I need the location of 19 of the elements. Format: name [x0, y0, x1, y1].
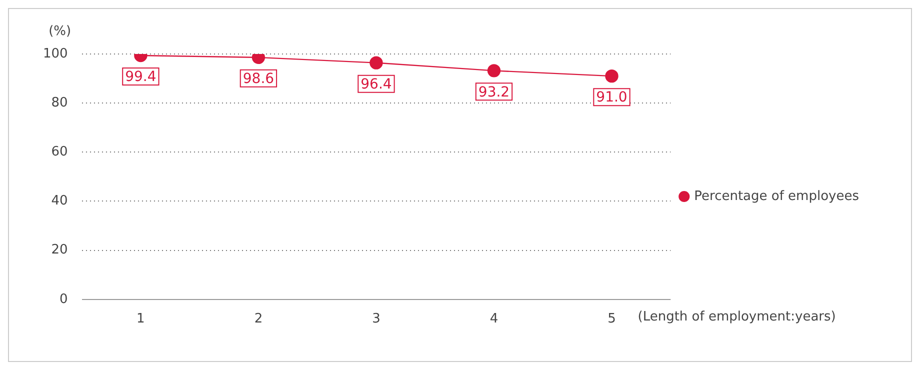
- x-tick-label: 4: [490, 312, 498, 327]
- data-label: 99.4: [125, 69, 156, 86]
- data-label: 91.0: [596, 90, 628, 106]
- x-tick-label: 5: [608, 312, 616, 327]
- x-tick-label: 3: [372, 312, 380, 327]
- y-tick-label: 100: [42, 46, 68, 62]
- legend-label: Percentage of employees: [694, 188, 860, 204]
- y-axis-title: (%): [48, 24, 72, 39]
- x-tick-label: 1: [136, 312, 145, 327]
- data-label: 93.2: [478, 84, 510, 100]
- x-tick-label: 2: [254, 312, 263, 327]
- y-tick-label: 40: [51, 194, 68, 209]
- y-tick-label: 0: [60, 292, 68, 307]
- y-tick-label: 80: [51, 95, 68, 110]
- data-label: 96.4: [360, 76, 392, 92]
- data-label: 98.6: [242, 71, 274, 88]
- x-axis-title: (Length of employment:years): [638, 309, 836, 324]
- y-tick-label: 20: [51, 242, 68, 258]
- y-tick-label: 60: [51, 144, 68, 160]
